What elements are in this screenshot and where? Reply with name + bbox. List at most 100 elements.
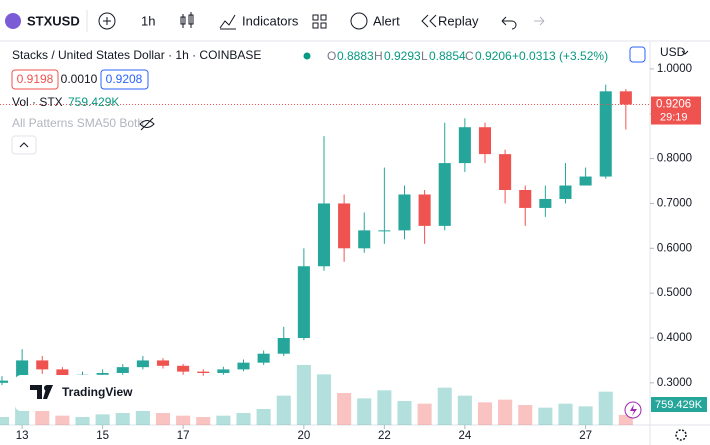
candle-body — [116, 367, 129, 373]
collapse-button[interactable] — [11, 135, 37, 155]
chart-type-button[interactable] — [180, 12, 194, 28]
logo-dot — [44, 385, 50, 391]
candle-body — [499, 154, 512, 190]
indicators-icon — [219, 14, 236, 30]
candle-body — [478, 127, 492, 155]
candle-body — [257, 353, 270, 363]
plot — [0, 84, 650, 425]
volume-bar — [55, 415, 70, 425]
last-price-label: 0.9206 — [656, 99, 691, 111]
volume-title: Vol · STX — [12, 95, 63, 109]
volume-bar — [518, 405, 533, 425]
lightning-icon — [630, 404, 637, 416]
countdown: 29:19 — [660, 111, 688, 123]
volume-bar — [216, 415, 231, 425]
y-tick-label: 1.0000 — [657, 63, 692, 75]
volume-bar — [0, 417, 10, 425]
hide-icon[interactable] — [139, 117, 155, 131]
ohlc-label: L — [421, 49, 428, 63]
volume-bar — [276, 395, 291, 425]
candle-body — [599, 91, 612, 177]
candle-body — [277, 337, 290, 354]
y-tick-label: 0.7000 — [657, 197, 692, 209]
replay-button[interactable]: Replay — [438, 13, 479, 28]
volume-bar — [357, 398, 372, 425]
volume-value: 759.429K — [68, 95, 119, 109]
volume-bar — [316, 374, 332, 425]
volume-bar — [578, 406, 593, 425]
redo-button[interactable] — [534, 16, 545, 26]
patterns-indicator: All Patterns SMA50 Both — [12, 116, 144, 130]
ohlc-label: H — [374, 49, 383, 63]
candle-body — [539, 198, 552, 208]
replay-icon — [421, 14, 437, 28]
buy-box[interactable] — [100, 69, 149, 90]
volume-bar — [417, 403, 432, 425]
settings-gear[interactable] — [675, 429, 687, 441]
candle-body — [136, 360, 149, 368]
interval[interactable]: 1h — [141, 13, 155, 28]
candle-body — [237, 362, 250, 370]
ohlc-label: C — [465, 49, 474, 63]
legend-title: Stacks / United States Dollar · 1h · COI… — [12, 48, 261, 62]
symbol[interactable]: STXUSD — [27, 13, 80, 28]
volume-bar — [75, 417, 90, 425]
x-tick-label: 15 — [96, 430, 109, 442]
candle-body — [579, 176, 592, 186]
x-tick-label: 13 — [16, 430, 29, 442]
x-tick-label: 24 — [458, 430, 471, 442]
volume-bar — [337, 393, 352, 425]
candle-body — [418, 194, 431, 226]
undo-button[interactable] — [501, 16, 517, 30]
candle-body — [197, 371, 210, 373]
logo-box — [15, 375, 180, 411]
spread: 0.0010 — [61, 72, 98, 86]
x-tick-label: 22 — [378, 430, 391, 442]
y-tick-label: 0.5000 — [657, 287, 692, 299]
y-tick-label: 0.4000 — [657, 332, 692, 344]
volume-bar — [155, 413, 171, 425]
volume-bar — [457, 395, 472, 425]
logo[interactable]: TradingView — [62, 385, 133, 399]
compare-button[interactable] — [98, 12, 116, 30]
sell-box[interactable] — [11, 69, 59, 90]
volume-bar — [538, 407, 553, 425]
candle-body — [358, 230, 371, 249]
x-tick-label: 27 — [579, 430, 592, 442]
candle-body — [217, 369, 230, 373]
candle-body — [96, 372, 109, 375]
y-tick-label: 0.6000 — [657, 242, 692, 254]
candle-body — [56, 369, 69, 377]
x-tick-label: 20 — [297, 430, 310, 442]
volume-bar — [196, 417, 211, 425]
bid: 0.9198 — [17, 72, 54, 86]
settings-button[interactable] — [629, 46, 646, 63]
currency[interactable]: USD — [660, 45, 686, 59]
volume-bar — [95, 414, 110, 425]
candle-body — [519, 189, 532, 208]
y-tick-label: 0.8000 — [657, 153, 692, 165]
volume-bar — [618, 414, 633, 425]
volume-tag-label: 759.429K — [655, 399, 703, 411]
candle-body — [156, 360, 170, 366]
candle-body — [619, 91, 632, 105]
volume-bar — [176, 415, 191, 425]
volume-bar — [477, 402, 493, 425]
alert-button[interactable]: Alert — [373, 13, 400, 28]
ohlc-value: 0.8854 — [429, 49, 466, 63]
layout-button[interactable] — [312, 14, 327, 29]
volume-bar — [296, 365, 311, 425]
ask: 0.9208 — [106, 72, 143, 86]
candle-body — [378, 230, 391, 232]
candle-body — [398, 194, 411, 231]
market-status — [303, 52, 311, 60]
symbol-icon — [5, 13, 21, 29]
change: +0.0313 (+3.52%) — [512, 49, 608, 63]
candle-body — [458, 127, 471, 164]
indicators-button[interactable]: Indicators — [242, 13, 299, 28]
ohlc-value: 0.9293 — [384, 49, 421, 63]
candle-body — [0, 380, 9, 383]
volume-bar — [377, 390, 392, 425]
volume-bar — [598, 391, 613, 425]
